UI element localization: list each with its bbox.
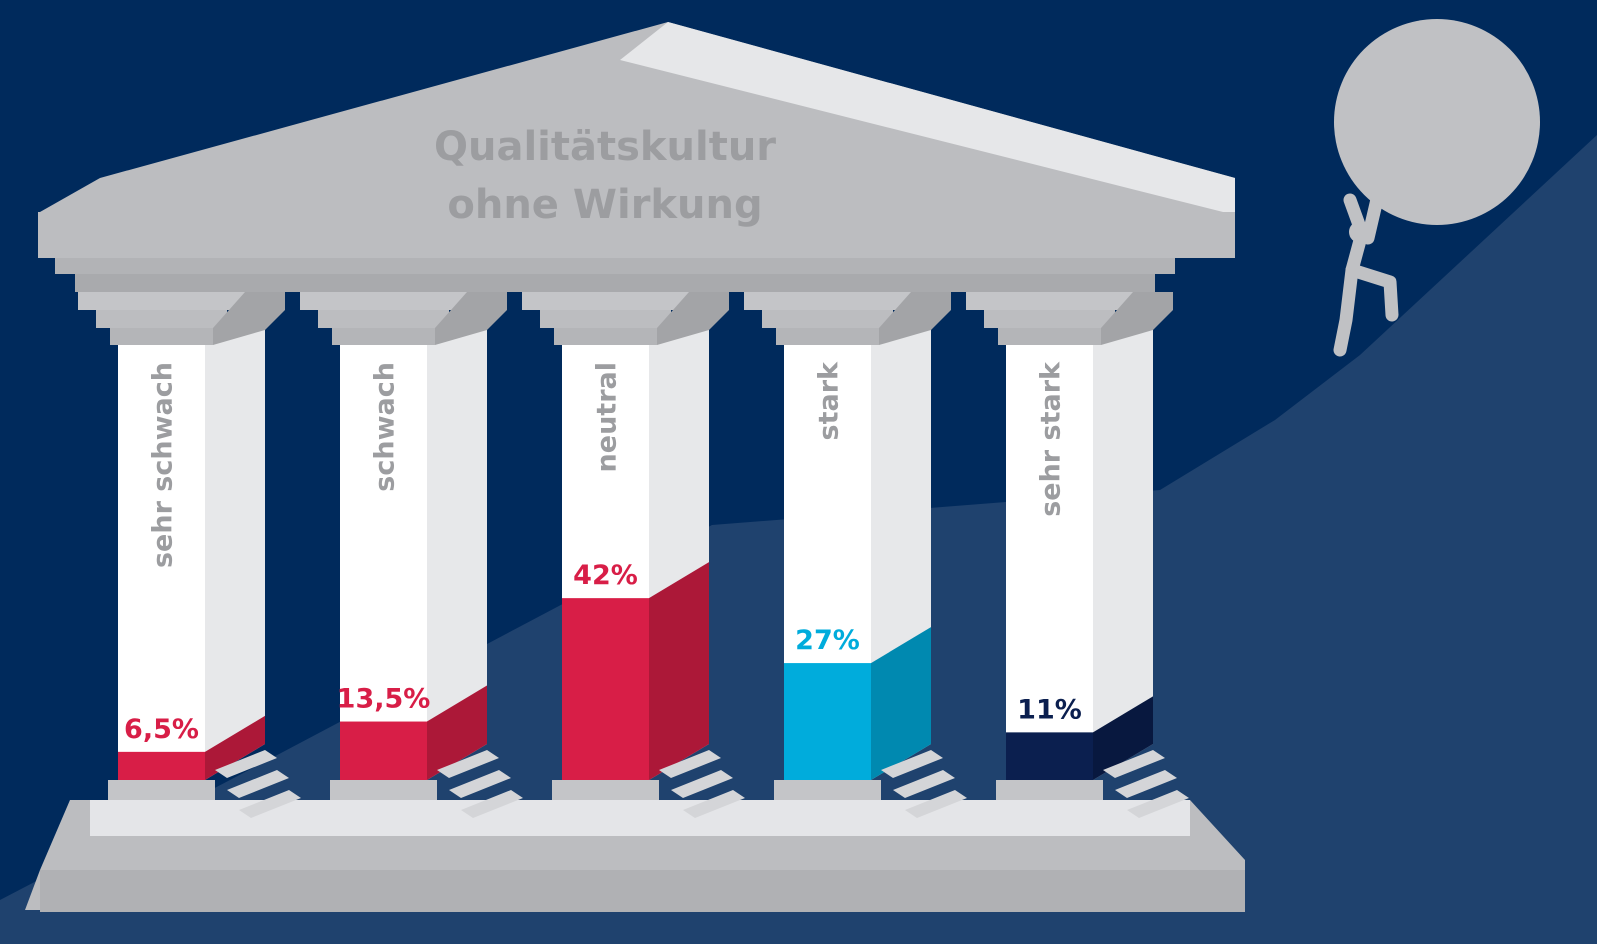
step [239,790,301,818]
capital-side [435,292,507,345]
bar-side [871,627,931,780]
bar-side [1093,696,1153,780]
value-label: 27% [795,625,860,656]
step [683,790,745,818]
step [1127,790,1189,818]
step [905,790,967,818]
category-label: schwach [370,362,401,492]
bar [784,663,871,780]
column-side [427,309,487,780]
capital-side [1101,292,1173,345]
boulder [1334,19,1540,225]
capital [318,310,449,328]
bar-side-shade [649,562,709,780]
step [437,750,499,778]
capital [110,328,213,345]
bar [562,598,649,780]
bar-side [649,562,709,780]
capital [966,292,1133,310]
step [215,750,277,778]
capital [762,310,893,328]
capital [540,310,671,328]
capital-side [657,292,729,345]
step [893,770,955,798]
bar [1006,732,1093,780]
capital [984,310,1115,328]
value-label: 11% [1017,694,1082,725]
step [461,790,523,818]
bar-side-shade [205,715,265,780]
step [227,770,289,798]
figure-head [1349,221,1371,243]
value-label: 13,5% [337,684,431,715]
bar-side-shade [871,627,931,780]
step [671,770,733,798]
capital-side [879,292,951,345]
column-side [1093,309,1153,780]
step [1103,750,1165,778]
entablature-step [55,258,1175,274]
capital [96,310,227,328]
capital [78,292,245,310]
capital [300,292,467,310]
column-front [1006,345,1093,780]
category-label: sehr stark [1036,361,1067,517]
category-label: stark [814,361,845,441]
value-label: 42% [573,560,638,591]
step [1115,770,1177,798]
roof-light [620,22,1235,215]
capital [744,292,911,310]
step [449,770,511,798]
roof [40,22,1235,215]
column-front [340,345,427,780]
capital [776,328,879,345]
step [659,750,721,778]
title: Qualitätskultur [434,124,776,170]
bar-side [205,715,265,780]
title: ohne Wirkung [447,182,762,228]
capital-side [213,292,285,345]
entablature [38,212,1235,258]
column-base [552,780,659,800]
capital [554,328,657,345]
bar [340,721,427,780]
capital [332,328,435,345]
column-base [330,780,437,800]
bar-side [427,685,487,780]
bar [118,751,205,780]
column-base [108,780,215,800]
bar-side-shade [427,685,487,780]
column-side [205,309,265,780]
bar-side-shade [1093,696,1153,780]
value-label: 6,5% [124,714,199,745]
step [881,750,943,778]
category-label: neutral [592,362,623,472]
entablature-step [75,274,1155,292]
platform-front [40,870,1245,912]
column-front [118,345,205,780]
column-base [774,780,881,800]
column-base [996,780,1103,800]
capital [998,328,1101,345]
category-label: sehr schwach [148,362,179,568]
capital [522,292,689,310]
